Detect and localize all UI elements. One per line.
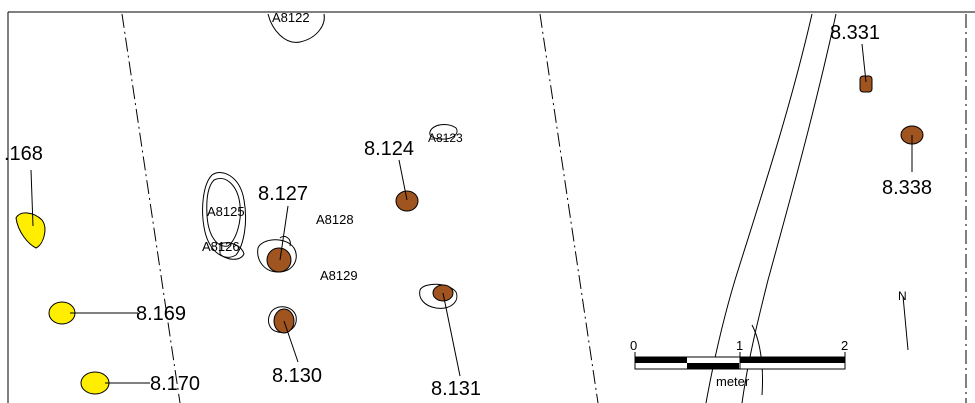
- posthole-8124: [395, 190, 419, 212]
- label-8131: 8.131: [431, 378, 481, 400]
- label-a8126: A8126: [202, 239, 240, 254]
- yellow-features: [15, 212, 110, 395]
- label-8130: 8.130: [272, 365, 322, 387]
- label-8338: 8.338: [882, 177, 932, 199]
- label-8331: 8.331: [830, 22, 880, 44]
- label-a8122: A8122: [272, 10, 310, 25]
- scale-bar: 0 1 2 meter: [630, 338, 848, 389]
- feature-outline-a8122: [267, 13, 325, 43]
- posthole-8127: [266, 247, 292, 273]
- posthole-8331: [859, 75, 873, 93]
- label-leader-lines: [30, 43, 913, 384]
- trench-boundary-line: [121, 13, 181, 403]
- scale-tick-0: 0: [630, 338, 637, 353]
- scale-tick-2: 2: [841, 338, 848, 353]
- north-arrow-label: N: [898, 289, 907, 303]
- feature-8168: [15, 212, 46, 249]
- scale-unit: meter: [716, 374, 750, 389]
- label-8168: .168: [4, 143, 43, 165]
- feature-outline-a8123: [429, 124, 458, 140]
- label-8127: 8.127: [258, 183, 308, 205]
- north-arrow-icon: [902, 295, 909, 351]
- ditch-feature: [705, 13, 837, 403]
- scale-tick-1: 1: [736, 338, 743, 353]
- feature-outline-8131: [419, 283, 458, 309]
- feature-outline-a8125-a8126: [202, 172, 247, 260]
- label-8169: 8.169: [136, 303, 186, 325]
- label-a8128: A8128: [316, 212, 354, 227]
- north-arrow: N: [898, 289, 909, 351]
- feature-outline-a8128: [257, 235, 297, 273]
- label-a8123: A8123: [428, 131, 463, 145]
- label-8170: 8.170: [150, 373, 200, 395]
- feature-8170: [80, 371, 110, 395]
- label-8124: 8.124: [364, 138, 414, 160]
- trench-boundary-line: [539, 13, 599, 403]
- label-a8129: A8129: [320, 268, 358, 283]
- posthole-features: [266, 75, 924, 334]
- label-a8125: A8125: [207, 204, 245, 219]
